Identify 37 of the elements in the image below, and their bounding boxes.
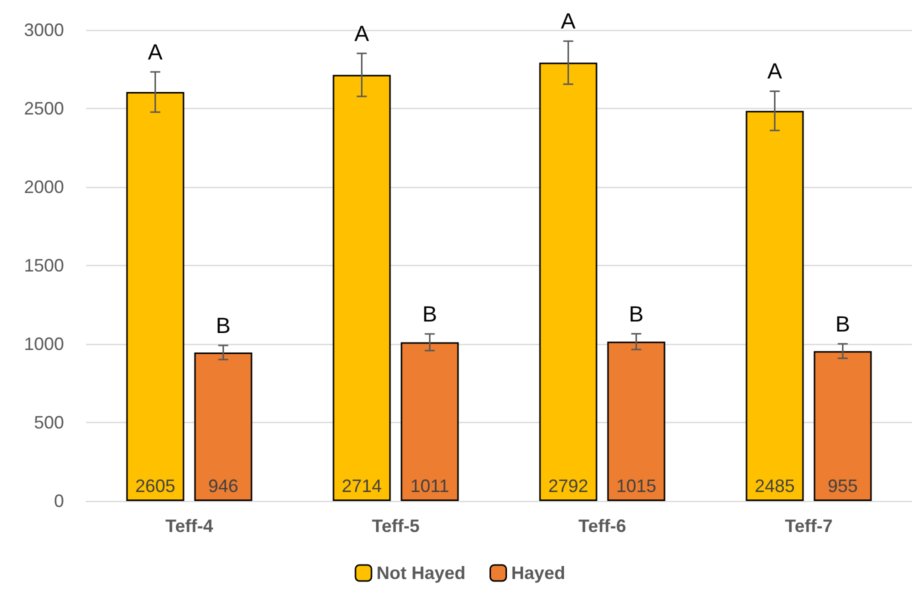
data-label: 2792: [548, 476, 588, 496]
bar: [539, 62, 598, 501]
data-label: 1011: [410, 476, 450, 496]
bar: [332, 74, 391, 501]
y-tick-label: 3000: [24, 20, 64, 40]
data-label: 2485: [754, 476, 795, 496]
annotation: B: [628, 301, 644, 326]
data-label: 2714: [342, 476, 382, 496]
data-label: 2605: [135, 476, 176, 496]
annotation: B: [835, 311, 850, 336]
x-tick-label: Teff-7: [784, 516, 833, 536]
bar: [746, 110, 804, 501]
x-tick-label: Teff-6: [578, 516, 626, 536]
annotation: A: [148, 39, 163, 64]
x-tick-label: Teff-4: [165, 516, 214, 536]
y-tick-label: 0: [54, 491, 64, 511]
annotation: A: [767, 58, 782, 84]
legend-label: Hayed: [511, 563, 566, 583]
y-tick-label: 1500: [24, 256, 64, 276]
data-label: 955: [828, 476, 858, 496]
data-label: 1015: [616, 476, 656, 496]
y-tick-label: 500: [34, 412, 64, 432]
y-tick-label: 1000: [24, 334, 64, 354]
annotation: B: [216, 312, 231, 338]
annotation: B: [422, 301, 438, 326]
bar: [814, 351, 872, 501]
legend-label: Not Hayed: [376, 563, 466, 583]
x-tick-label: Teff-5: [372, 516, 420, 536]
annotation: A: [354, 20, 370, 46]
bar: [607, 342, 666, 501]
annotation: A: [560, 8, 576, 34]
bar: [194, 352, 252, 501]
bar: [126, 92, 184, 501]
y-tick-label: 2500: [24, 98, 64, 118]
y-tick-label: 2000: [24, 177, 64, 197]
data-label: 946: [208, 476, 238, 496]
bar: [400, 342, 459, 501]
